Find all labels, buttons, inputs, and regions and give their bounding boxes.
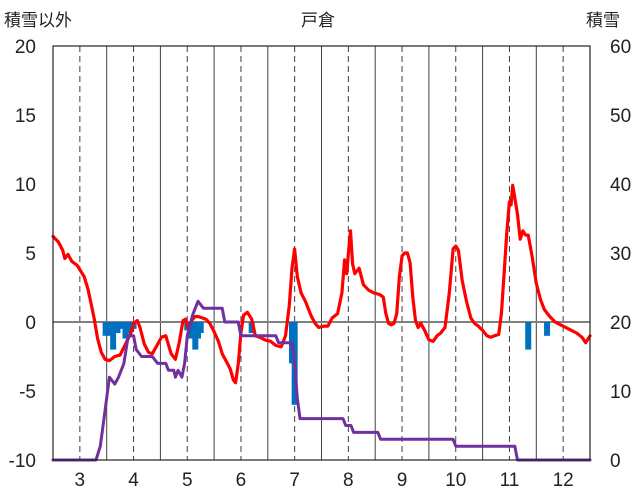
right-tick-label: 30 (610, 244, 631, 265)
temperature-line (51, 183, 592, 385)
x-tick-label: 10 (445, 470, 466, 491)
chart-title: 戸倉 (301, 11, 335, 31)
left-tick-label: 15 (15, 106, 36, 127)
x-tick-label: 4 (128, 470, 139, 491)
right-tick-label: 40 (610, 175, 631, 196)
tick-labels: -10 -5 0 5 10 15 20 0 10 20 30 40 50 60 3 4 5 6 7 8 9 10 11 12 (9, 37, 632, 491)
precipitation-bar (248, 322, 255, 334)
left-tick-label: 20 (15, 37, 36, 58)
x-tick-label: 5 (182, 470, 193, 491)
right-axis-title: 積雪 (586, 11, 620, 31)
x-tick-label: 7 (289, 470, 300, 491)
left-tick-label: 10 (15, 175, 36, 196)
precipitation-bar (197, 322, 204, 334)
precipitation-bar (106, 322, 113, 336)
precipitation-bar (525, 322, 532, 350)
left-tick-label: 5 (25, 244, 36, 265)
right-tick-label: 60 (610, 37, 631, 58)
x-tick-label: 3 (75, 470, 86, 491)
right-tick-label: 20 (610, 313, 631, 334)
left-tick-label: -10 (9, 451, 36, 472)
right-tick-label: 10 (610, 382, 631, 403)
precipitation-bar (102, 322, 109, 336)
x-tick-label: 12 (553, 470, 574, 491)
precipitation-bar (118, 322, 125, 329)
precipitation-bar (544, 322, 551, 336)
left-tick-label: 0 (25, 313, 36, 334)
right-tick-label: 0 (610, 451, 621, 472)
x-tick-label: 9 (397, 470, 408, 491)
precipitation-bar (188, 322, 195, 339)
snow_depth-line (51, 299, 592, 462)
x-tick-label: 8 (343, 470, 354, 491)
precipitation-bar (110, 322, 117, 350)
plot-frame (52, 45, 591, 461)
left-tick-label: -5 (19, 382, 36, 403)
right-tick-label: 50 (610, 106, 631, 127)
precipitation-bar (126, 322, 133, 334)
series-lines (51, 183, 592, 462)
x-tick-label: 6 (236, 470, 247, 491)
left-axis-title: 積雪以外 (4, 11, 72, 31)
precipitation-bar (122, 322, 129, 339)
x-tick-label: 11 (500, 470, 520, 491)
precipitation-bar (114, 322, 121, 334)
